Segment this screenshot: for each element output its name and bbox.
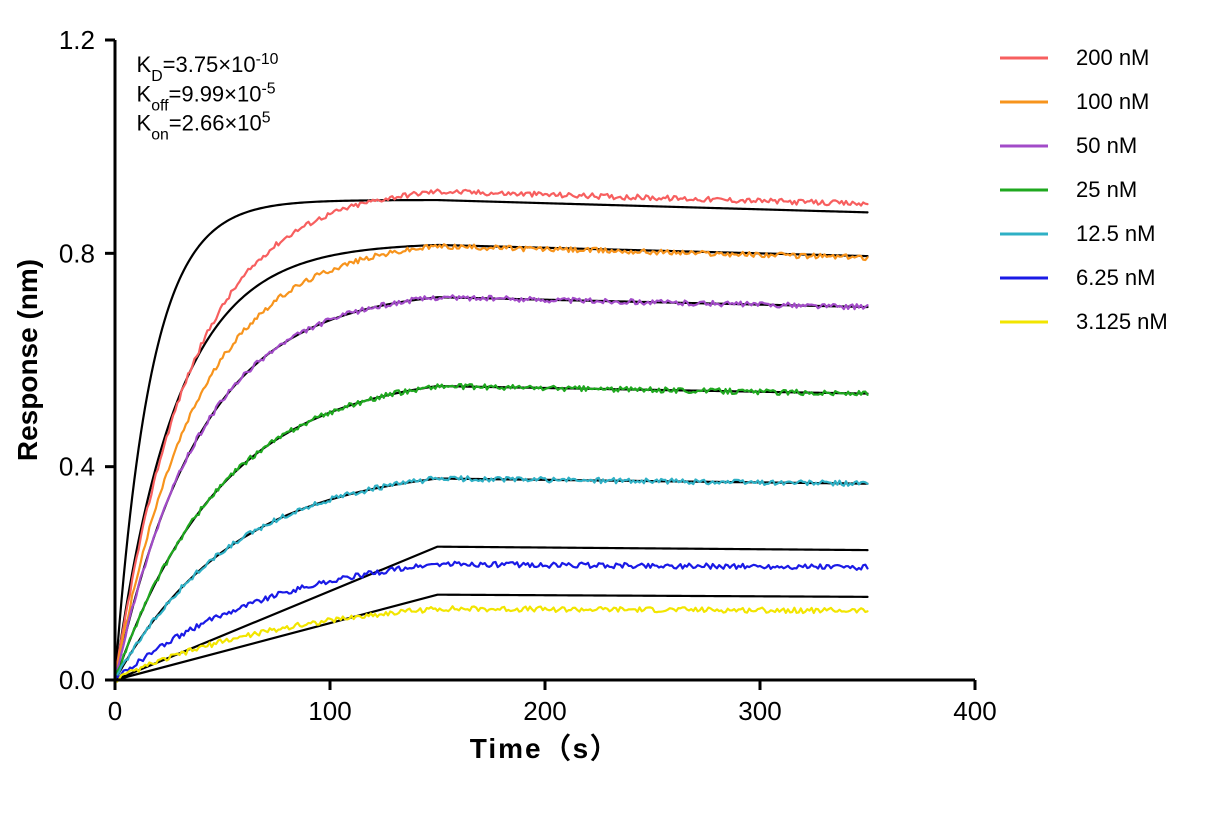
legend-label: 6.25 nM (1076, 265, 1156, 290)
y-tick-label: 0.4 (59, 452, 95, 482)
y-axis-label: Response (nm) (12, 259, 43, 461)
y-tick-label: 1.2 (59, 25, 95, 55)
x-tick-label: 300 (738, 696, 781, 726)
legend-label: 12.5 nM (1076, 221, 1156, 246)
x-tick-label: 0 (108, 696, 122, 726)
legend-label: 100 nM (1076, 89, 1149, 114)
legend-label: 3.125 nM (1076, 309, 1168, 334)
y-tick-label: 0.0 (59, 665, 95, 695)
legend-label: 50 nM (1076, 133, 1137, 158)
x-tick-label: 200 (523, 696, 566, 726)
y-tick-label: 0.8 (59, 238, 95, 268)
legend-label: 200 nM (1076, 45, 1149, 70)
x-axis-label: Time（s） (470, 732, 620, 764)
binding-kinetics-chart: 0 100 200 300 400 0.0 0.4 0.8 1.2 Time（s） Response… (0, 0, 1231, 825)
x-tick-label: 100 (308, 696, 351, 726)
x-tick-label: 400 (953, 696, 996, 726)
legend-label: 25 nM (1076, 177, 1137, 202)
chart-svg: 0 100 200 300 400 0.0 0.4 0.8 1.2 Time（s） Response… (0, 0, 1231, 825)
